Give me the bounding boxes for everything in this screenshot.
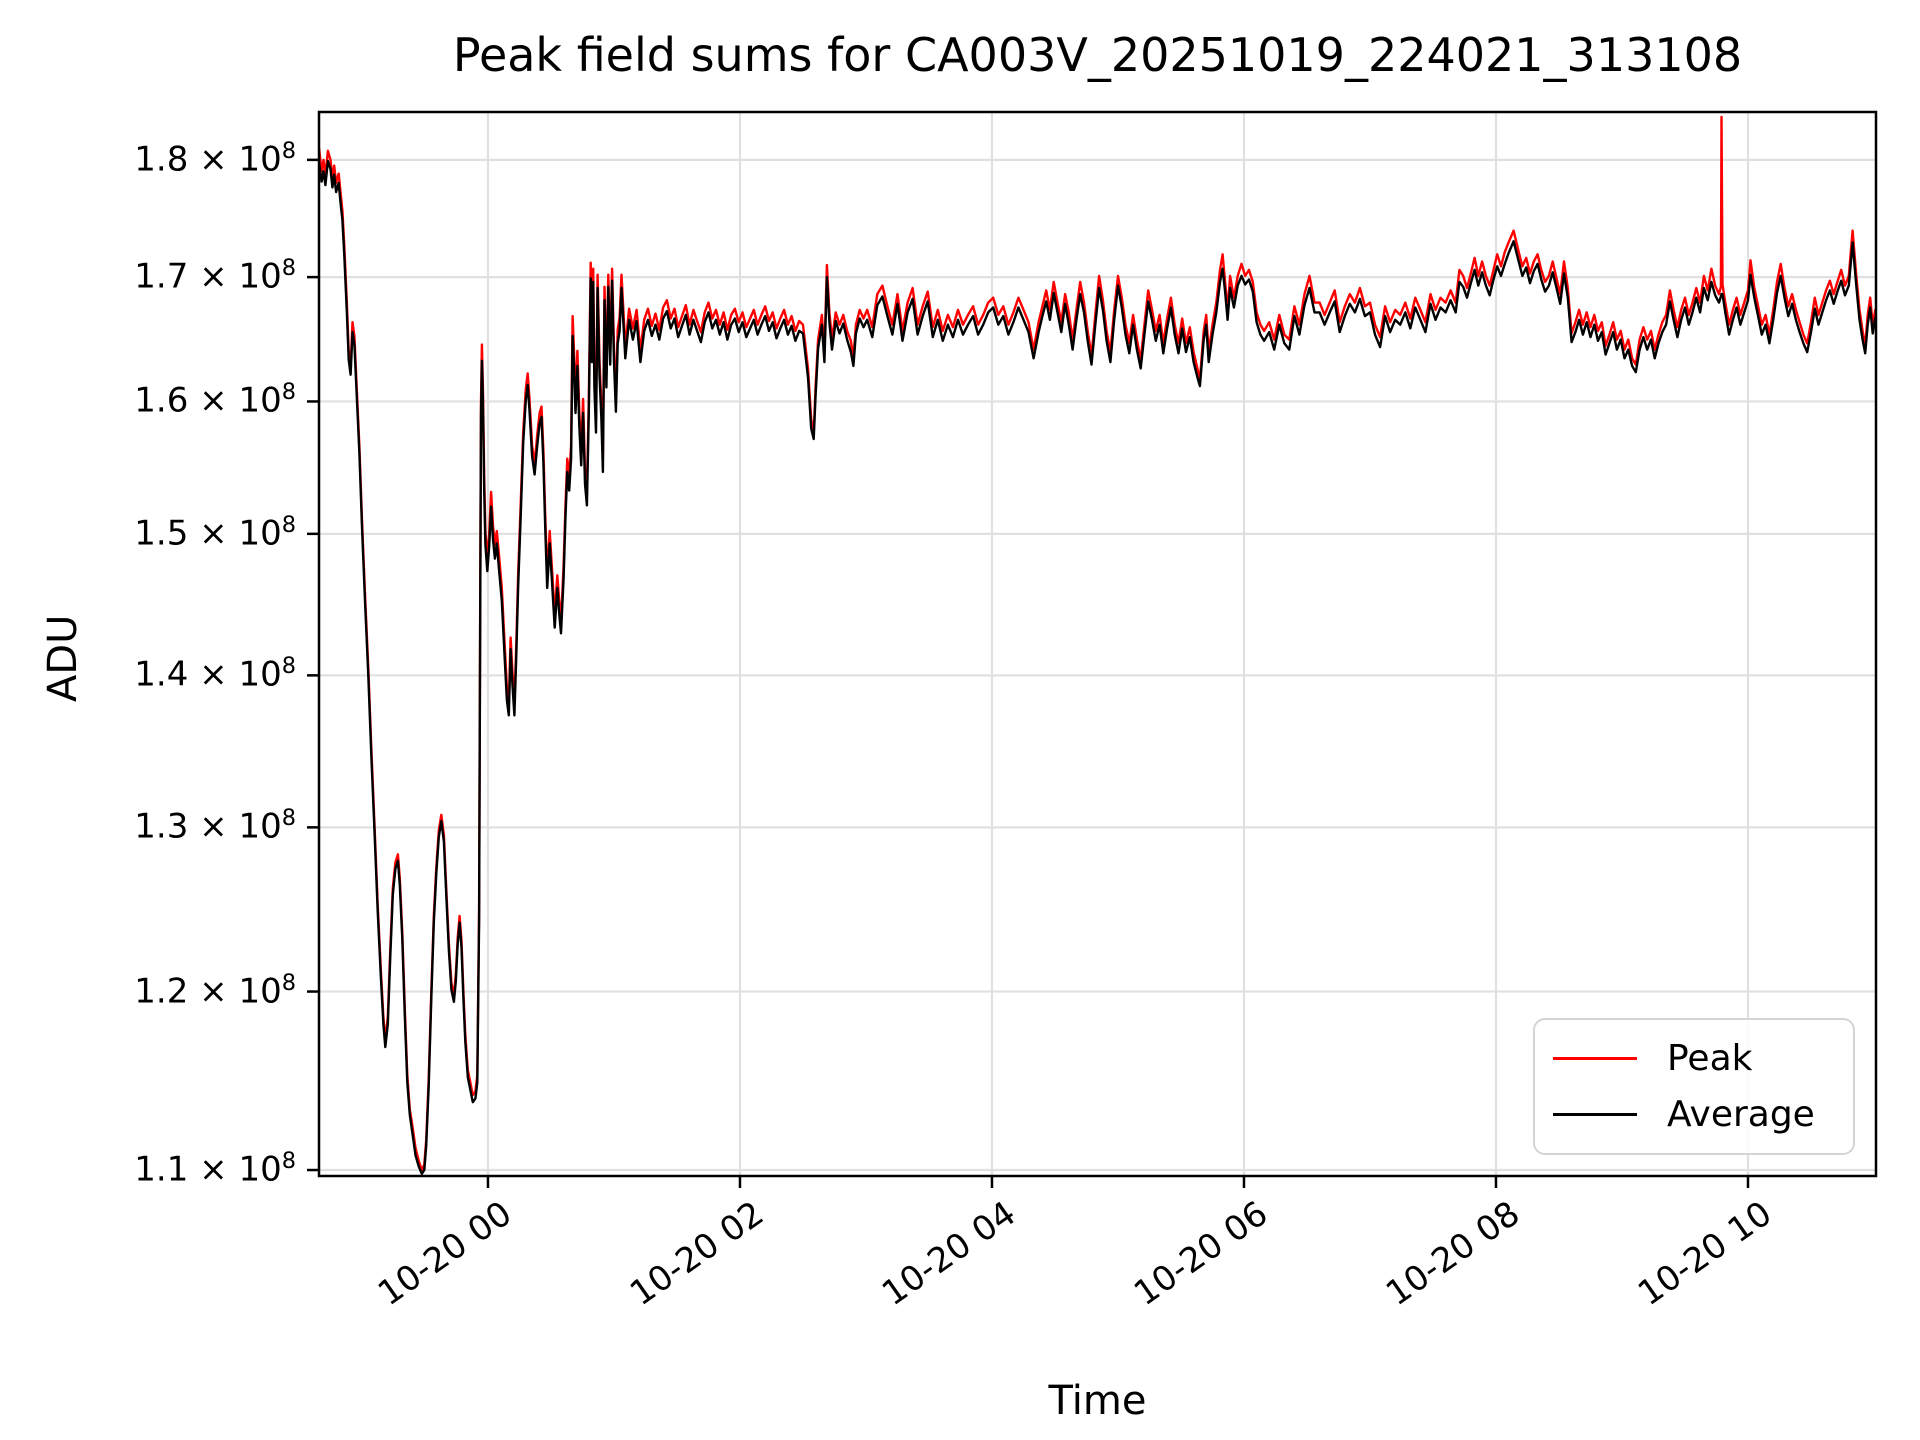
legend-item-peak: Peak — [1553, 1037, 1853, 1079]
legend: Peak Average — [1533, 1018, 1855, 1155]
y-tick-label: 1.5 × 108 — [134, 511, 296, 554]
y-tick-label: 1.8 × 108 — [134, 137, 296, 180]
legend-label-average: Average — [1667, 1093, 1815, 1135]
x-axis-label: Time — [1048, 1378, 1147, 1424]
peak-line-swatch — [1553, 1057, 1637, 1060]
y-tick-label: 1.1 × 108 — [134, 1148, 296, 1190]
y-tick-label: 1.7 × 108 — [134, 255, 296, 297]
y-tick-label: 1.4 × 108 — [134, 653, 296, 695]
tick-marks — [307, 158, 1750, 1188]
gridlines — [319, 112, 1876, 1176]
average-line — [319, 159, 1876, 1176]
y-tick-label: 1.3 × 108 — [134, 805, 296, 847]
average-line-swatch — [1553, 1113, 1637, 1116]
chart-title: Peak field sums for CA003V_20251019_2240… — [452, 28, 1743, 82]
legend-item-average: Average — [1553, 1093, 1853, 1135]
y-tick-label: 1.6 × 108 — [134, 379, 296, 421]
legend-label-peak: Peak — [1667, 1037, 1753, 1079]
y-axis-label: ADU — [40, 614, 86, 702]
y-tick-label: 1.2 × 108 — [134, 969, 296, 1011]
axes-spines — [317, 110, 1878, 1178]
peak-line — [319, 115, 1876, 1172]
